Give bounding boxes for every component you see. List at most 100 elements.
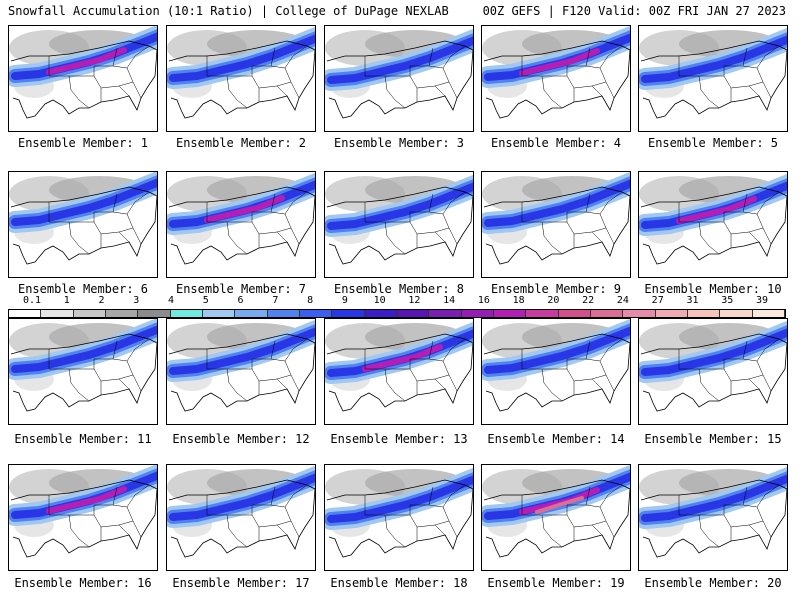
colorbar-tick-label: 4	[168, 295, 175, 306]
ensemble-member-label: Ensemble Member: 11	[14, 432, 152, 446]
colorbar-swatch	[461, 310, 494, 317]
ensemble-map-panel	[166, 171, 316, 278]
colorbar-tick-label: 35	[721, 295, 734, 306]
ensemble-map-panel	[8, 464, 158, 571]
snowfall-map	[482, 26, 630, 131]
snowfall-map	[639, 172, 787, 277]
colorbar-swatch	[41, 310, 74, 317]
colorbar-swatch	[332, 310, 365, 317]
ensemble-member-label: Ensemble Member: 1	[17, 136, 149, 150]
ensemble-map-panel	[324, 25, 474, 132]
snowfall-map	[325, 465, 473, 570]
colorbar-tick-label: 16	[477, 295, 490, 306]
ensemble-map-panel	[481, 25, 631, 132]
ensemble-member-label: Ensemble Member: 6	[17, 282, 149, 296]
ensemble-member-label: Ensemble Member: 3	[333, 136, 465, 150]
snowfall-map	[9, 26, 157, 131]
colorbar-swatch	[202, 310, 236, 317]
colorbar-swatch	[235, 310, 268, 317]
colorbar-swatch	[590, 310, 624, 317]
ensemble-member-label: Ensemble Member: 12	[172, 432, 310, 446]
colorbar-tick-label: 2	[98, 295, 105, 306]
ensemble-member-label: Ensemble Member: 5	[647, 136, 779, 150]
colorbar-swatch	[396, 310, 430, 317]
ensemble-member-label: Ensemble Member: 2	[175, 136, 307, 150]
snowfall-map	[9, 319, 157, 424]
snowfall-map	[325, 172, 473, 277]
colorbar-tick-label: 31	[686, 295, 699, 306]
ensemble-member-label: Ensemble Member: 19	[487, 576, 625, 590]
ensemble-map-panel	[481, 318, 631, 425]
ensemble-member-label: Ensemble Member: 17	[172, 576, 310, 590]
ensemble-map-panel	[8, 25, 158, 132]
colorbar-swatch	[267, 310, 300, 317]
ensemble-member-label: Ensemble Member: 15	[644, 432, 782, 446]
colorbar-swatch	[429, 310, 462, 317]
snowfall-map	[639, 465, 787, 570]
snowfall-map	[9, 465, 157, 570]
ensemble-map-panel	[481, 464, 631, 571]
colorbar-swatch	[720, 310, 753, 317]
ensemble-member-label: Ensemble Member: 20	[644, 576, 782, 590]
ensemble-member-label: Ensemble Member: 14	[487, 432, 625, 446]
colorbar-swatch	[623, 310, 656, 317]
ensemble-map-panel	[638, 25, 788, 132]
colorbar-swatch	[493, 310, 527, 317]
colorbar-tick-label: 22	[582, 295, 595, 306]
map-title: Snowfall Accumulation (10:1 Ratio) | Col…	[8, 4, 449, 18]
ensemble-map-panel	[481, 171, 631, 278]
ensemble-member-label: Ensemble Member: 10	[644, 282, 782, 296]
snowfall-map	[9, 172, 157, 277]
snowfall-map	[639, 26, 787, 131]
colorbar-swatch	[170, 310, 203, 317]
colorbar-tick-label: 1	[63, 295, 70, 306]
colorbar-tick-label: 7	[272, 295, 279, 306]
colorbar-swatch	[526, 310, 559, 317]
colorbar-swatches	[8, 309, 786, 318]
snowfall-map	[167, 465, 315, 570]
ensemble-map-panel	[8, 171, 158, 278]
colorbar-swatch	[73, 310, 106, 317]
snowfall-map	[167, 319, 315, 424]
colorbar-swatch	[752, 310, 785, 317]
ensemble-member-label: Ensemble Member: 7	[175, 282, 307, 296]
colorbar-swatch	[299, 310, 333, 317]
ensemble-map-panel	[166, 25, 316, 132]
ensemble-member-label: Ensemble Member: 18	[330, 576, 468, 590]
colorbar-tick-label: 6	[237, 295, 244, 306]
colorbar-swatch	[138, 310, 171, 317]
ensemble-map-panel	[324, 318, 474, 425]
snowfall-colorbar: 0.1 1 2 3 4 5 6 7 8 9 10 12 14 16 18 20 22 24 27 31 35 39	[8, 295, 786, 324]
colorbar-tick-label: 8	[307, 295, 314, 306]
colorbar-tick-label: 3	[133, 295, 140, 306]
colorbar-tick-label: 10	[373, 295, 386, 306]
ensemble-map-panel	[166, 318, 316, 425]
ensemble-map-panel	[324, 171, 474, 278]
colorbar-swatch	[687, 310, 721, 317]
snowfall-map	[639, 319, 787, 424]
run-valid-time: 00Z GEFS | F120 Valid: 00Z FRI JAN 27 20…	[482, 4, 786, 18]
ensemble-member-label: Ensemble Member: 9	[490, 282, 622, 296]
colorbar-swatch	[9, 310, 42, 317]
colorbar-tick-label: 20	[547, 295, 560, 306]
ensemble-map-panel	[8, 318, 158, 425]
ensemble-member-label: Ensemble Member: 4	[490, 136, 622, 150]
colorbar-swatch	[105, 310, 139, 317]
snowfall-map	[325, 26, 473, 131]
ensemble-map-panel	[638, 464, 788, 571]
colorbar-tick-label: 14	[443, 295, 456, 306]
ensemble-member-label: Ensemble Member: 8	[333, 282, 465, 296]
snowfall-map	[167, 172, 315, 277]
ensemble-member-label: Ensemble Member: 13	[330, 432, 468, 446]
snowfall-map	[167, 26, 315, 131]
colorbar-swatch	[364, 310, 397, 317]
colorbar-swatch	[655, 310, 688, 317]
colorbar-tick-label: 5	[202, 295, 209, 306]
colorbar-tick-label: 9	[341, 295, 348, 306]
colorbar-tick-label: 18	[512, 295, 525, 306]
snowfall-map	[482, 319, 630, 424]
colorbar-tick-label: 12	[408, 295, 421, 306]
ensemble-map-panel	[324, 464, 474, 571]
colorbar-tick-label: 27	[651, 295, 664, 306]
colorbar-tick-label: 39	[755, 295, 769, 306]
